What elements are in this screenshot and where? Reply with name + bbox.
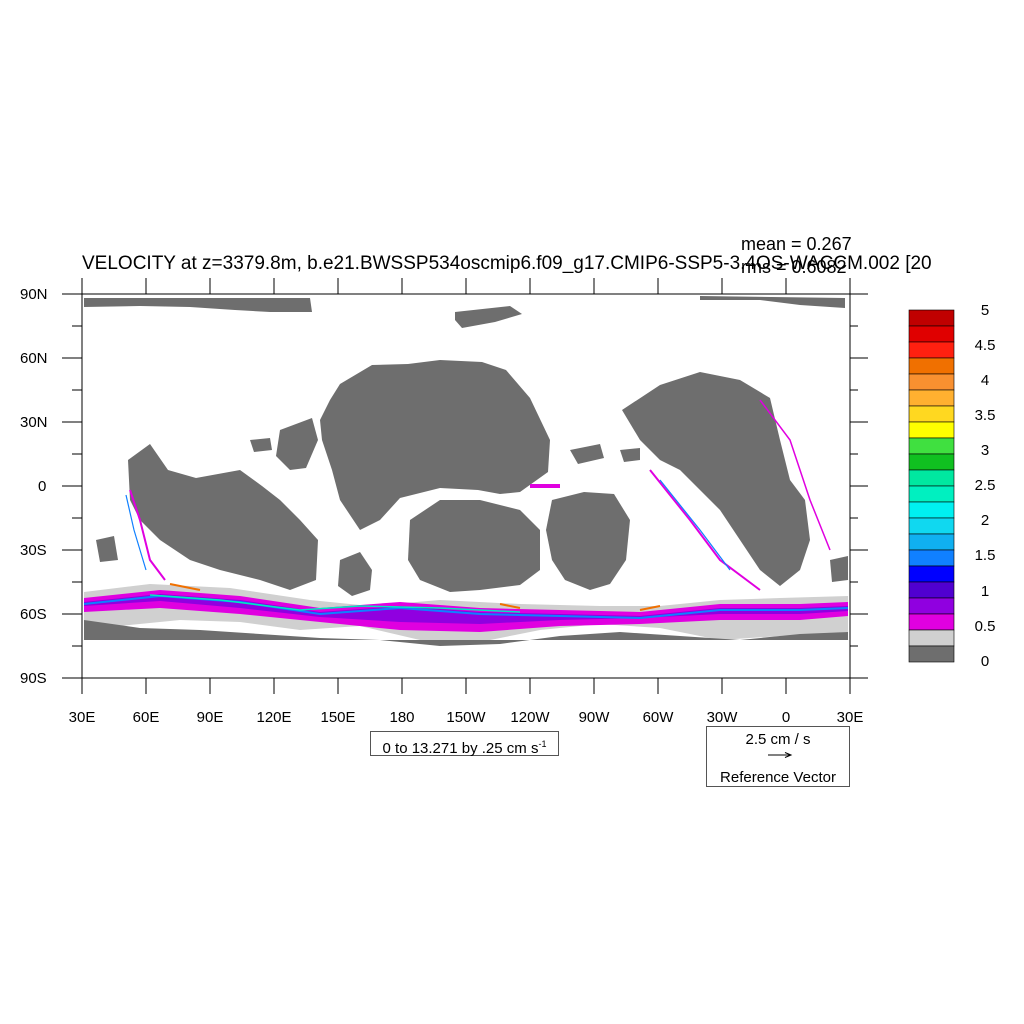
colorbar-swatch bbox=[909, 310, 954, 326]
reference-vector-magnitude: 2.5 cm / s bbox=[707, 731, 849, 748]
colorbar-swatch bbox=[909, 502, 954, 518]
colorbar-swatch bbox=[909, 470, 954, 486]
lat-label: 30S bbox=[20, 543, 52, 558]
lat-label: 90N bbox=[20, 287, 52, 302]
colorbar-swatch bbox=[909, 630, 954, 646]
colorbar-swatch bbox=[909, 390, 954, 406]
colorbar-swatch bbox=[909, 326, 954, 342]
lon-label: 150W bbox=[446, 710, 485, 725]
lat-label: 90S bbox=[20, 671, 52, 686]
stats-mean: mean = 0.267 bbox=[741, 235, 852, 253]
colorbar-label: 3 bbox=[970, 443, 1000, 458]
lat-label: 60S bbox=[20, 607, 52, 622]
lon-label: 60E bbox=[133, 710, 160, 725]
colorbar-label: 3.5 bbox=[970, 408, 1000, 423]
colorbar-label: 4.5 bbox=[970, 338, 1000, 353]
lon-label: 90E bbox=[197, 710, 224, 725]
colorbar-swatch bbox=[909, 342, 954, 358]
colorbar-label: 0 bbox=[970, 654, 1000, 669]
contour-info-box: 0 to 13.271 by .25 cm s-1 bbox=[370, 731, 559, 756]
reference-vector-box: 2.5 cm / s Reference Vector bbox=[706, 726, 850, 787]
lat-label: 0 bbox=[38, 479, 70, 494]
colorbar-swatch bbox=[909, 566, 954, 582]
lon-label: 180 bbox=[389, 710, 414, 725]
colorbar-swatch bbox=[909, 358, 954, 374]
reference-vector-label: Reference Vector bbox=[707, 769, 849, 786]
lon-label: 150E bbox=[320, 710, 355, 725]
colorbar-swatch bbox=[909, 534, 954, 550]
stats-rms: rms = 0.6082 bbox=[741, 258, 847, 276]
lon-label: 90W bbox=[579, 710, 610, 725]
colorbar-label: 1.5 bbox=[970, 548, 1000, 563]
colorbar-label: 4 bbox=[970, 373, 1000, 388]
colorbar-label: 0.5 bbox=[970, 619, 1000, 634]
colorbar-swatch bbox=[909, 518, 954, 534]
lon-label: 30W bbox=[707, 710, 738, 725]
colorbar-swatch bbox=[909, 550, 954, 566]
lon-label: 0 bbox=[782, 710, 790, 725]
colorbar-swatch bbox=[909, 486, 954, 502]
colorbar-swatch bbox=[909, 374, 954, 390]
contour-info-unit-exponent: -1 bbox=[538, 739, 546, 749]
colorbar-swatch bbox=[909, 454, 954, 470]
pacific-land bbox=[408, 500, 540, 592]
colorbar-label: 5 bbox=[970, 303, 1000, 318]
plot-title: VELOCITY at z=3379.8m, b.e21.BWSSP534osc… bbox=[82, 254, 1024, 273]
colorbar-label: 2 bbox=[970, 513, 1000, 528]
colorbar-swatch bbox=[909, 438, 954, 454]
contour-info-text: 0 to 13.271 by .25 cm s bbox=[383, 740, 539, 757]
lon-label: 120W bbox=[510, 710, 549, 725]
colorbar-swatch bbox=[909, 646, 954, 662]
lat-label: 60N bbox=[20, 351, 52, 366]
lat-label: 30N bbox=[20, 415, 52, 430]
colorbar-swatch bbox=[909, 406, 954, 422]
reference-arrow-icon bbox=[767, 751, 793, 759]
colorbar bbox=[909, 310, 954, 662]
colorbar-label: 2.5 bbox=[970, 478, 1000, 493]
lon-label: 120E bbox=[256, 710, 291, 725]
colorbar-swatch bbox=[909, 582, 954, 598]
lon-label: 30E bbox=[837, 710, 864, 725]
lon-label: 30E bbox=[69, 710, 96, 725]
colorbar-label: 1 bbox=[970, 584, 1000, 599]
lon-label: 60W bbox=[643, 710, 674, 725]
colorbar-swatch bbox=[909, 422, 954, 438]
colorbar-swatch bbox=[909, 614, 954, 630]
colorbar-swatch bbox=[909, 598, 954, 614]
